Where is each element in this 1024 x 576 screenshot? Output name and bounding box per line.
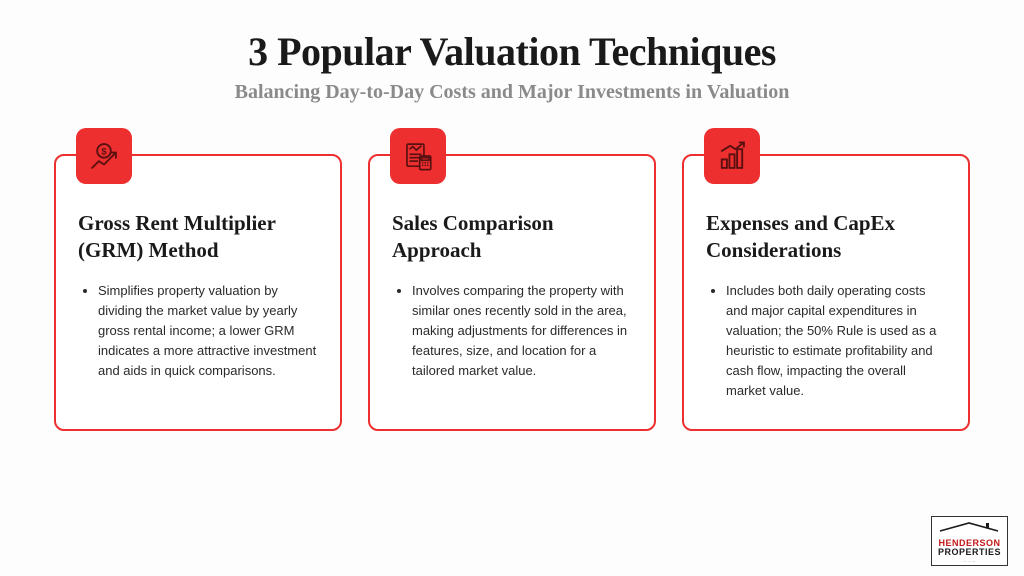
card-bullets: Simplifies property valuation by dividin… [78,281,318,382]
card-bullets: Includes both daily operating costs and … [706,281,946,402]
logo-line2: PROPERTIES [938,547,1001,557]
card-bullets: Involves comparing the property with sim… [392,281,632,382]
brand-logo: HENDERSON PROPERTIES — — — [931,516,1008,566]
roof-icon [938,522,1000,532]
page-subtitle: Balancing Day-to-Day Costs and Major Inv… [0,81,1024,104]
page-title: 3 Popular Valuation Techniques [0,28,1024,75]
card-bullet: Involves comparing the property with sim… [412,281,632,382]
card-title: Gross Rent Multiplier (GRM) Method [78,210,318,265]
dollar-growth-icon: $ [76,128,132,184]
report-calculator-icon [390,128,446,184]
card-bullet: Includes both daily operating costs and … [726,281,946,402]
card-bullet: Simplifies property valuation by dividin… [98,281,318,382]
card-title: Sales Comparison Approach [392,210,632,265]
card-grm: $ Gross Rent Multiplier (GRM) Method Sim… [54,154,342,431]
header: 3 Popular Valuation Techniques Balancing… [0,0,1024,104]
cards-row: $ Gross Rent Multiplier (GRM) Method Sim… [0,104,1024,431]
card-sales-comparison: Sales Comparison Approach Involves compa… [368,154,656,431]
svg-text:$: $ [101,146,107,156]
card-title: Expenses and CapEx Considerations [706,210,946,265]
card-expenses-capex: Expenses and CapEx Considerations Includ… [682,154,970,431]
growth-chart-icon [704,128,760,184]
logo-tagline: — — — [938,559,1001,563]
